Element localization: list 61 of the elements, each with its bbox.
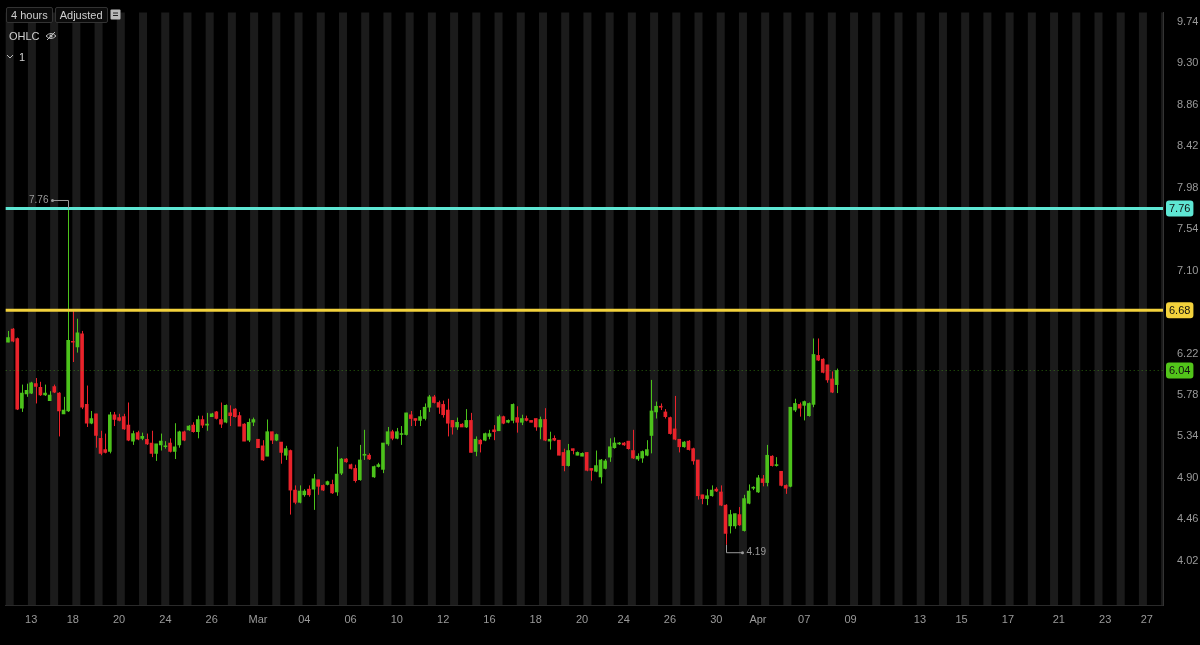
candlestick — [515, 405, 520, 434]
x-tick-label: 24 — [617, 612, 630, 625]
annotation: Adjusted — [54, 6, 108, 23]
x-tick-label: 07 — [798, 612, 811, 625]
x-tick-label: 20 — [112, 612, 126, 625]
y-tick-label: 7.54 — [1177, 222, 1199, 235]
ref-line-label: 7.76 — [1169, 202, 1191, 215]
x-tick-label: 23 — [1099, 612, 1112, 625]
candlestick — [293, 484, 297, 505]
ref-line-label: 6.04 — [1169, 364, 1191, 377]
x-tick-label: 04 — [298, 612, 311, 625]
y-tick-label: 9.30 — [1177, 56, 1199, 69]
y-tick-label: 7.10 — [1177, 263, 1199, 276]
y-tick-label: 4.46 — [1177, 512, 1199, 525]
x-tick-label: 17 — [1001, 612, 1015, 625]
x-tick-label: 21 — [1052, 612, 1065, 625]
ref-line-label: 6.68 — [1169, 303, 1191, 316]
x-tick-label: Mar — [248, 612, 268, 625]
x-tick-label: 06 — [344, 612, 357, 625]
candlestick — [631, 429, 635, 460]
candlestick — [566, 443, 570, 468]
candlestick — [94, 413, 98, 449]
y-tick-label: 8.42 — [1177, 139, 1199, 152]
annotation: 1 — [18, 50, 27, 63]
x-tick-label: 12 — [437, 612, 450, 625]
candlestick — [279, 441, 283, 465]
x-tick-label: 13 — [913, 612, 927, 625]
candlestick — [719, 484, 723, 507]
y-tick-label: 4.90 — [1177, 470, 1199, 483]
x-tick-label: 27 — [1140, 612, 1153, 625]
y-tick-label: 4.02 — [1177, 553, 1199, 566]
candlestick — [57, 391, 61, 437]
y-tick-label: 6.22 — [1177, 346, 1199, 359]
x-tick-label: 18 — [529, 612, 542, 625]
x-tick-label: Apr — [749, 612, 767, 625]
candlestick — [362, 429, 367, 461]
x-tick-label: 09 — [844, 612, 857, 625]
y-tick-label: 9.74 — [1177, 15, 1199, 28]
x-tick-label: 24 — [159, 612, 172, 625]
x-tick-label: 20 — [575, 612, 589, 625]
x-tick-label: 16 — [483, 612, 496, 625]
candlestick — [20, 384, 24, 413]
candlestick — [543, 407, 547, 442]
y-tick-label: 5.34 — [1177, 429, 1199, 442]
annotation: 7.76 — [29, 194, 49, 206]
x-tick-label: 18 — [66, 612, 79, 625]
x-tick-label: 30 — [710, 612, 723, 625]
annotation: OHLC — [8, 29, 41, 42]
annotation: 4 hours — [6, 6, 53, 23]
x-tick-label: 13 — [25, 612, 38, 625]
y-tick-label: 7.98 — [1177, 180, 1199, 193]
candlestick — [607, 437, 612, 463]
x-tick-label: 10 — [390, 612, 403, 625]
y-tick-label: 5.78 — [1177, 388, 1199, 401]
annotation: 4.19 — [746, 546, 767, 558]
x-tick-label: 26 — [663, 612, 677, 625]
x-tick-label: 26 — [205, 612, 218, 625]
y-tick-label: 8.86 — [1177, 97, 1199, 110]
x-tick-label: 15 — [955, 612, 968, 625]
candlestick — [70, 309, 75, 363]
candlestick — [219, 402, 223, 429]
